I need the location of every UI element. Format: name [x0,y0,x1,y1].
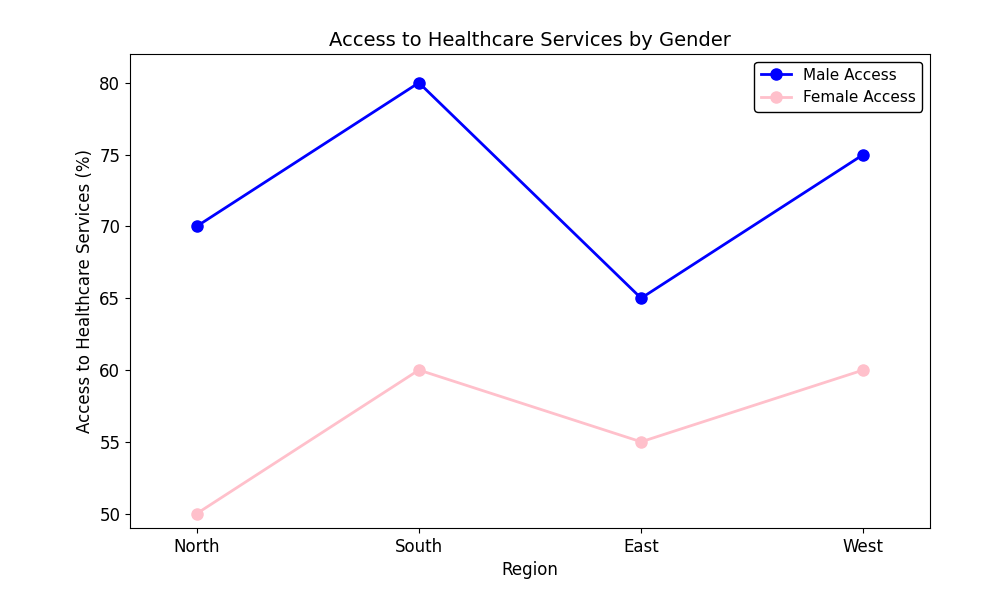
Male Access [413,79,425,86]
Female Access [635,438,647,445]
Female Access [857,367,869,374]
Line: Male Access: Male Access [191,77,869,304]
Y-axis label: Access to Healthcare Services (%): Access to Healthcare Services (%) [76,149,94,433]
Male Access [191,223,203,230]
Title: Access to Healthcare Services by Gender: Access to Healthcare Services by Gender [329,31,731,50]
Male Access [635,295,647,302]
Male Access [857,151,869,158]
Legend: Male Access, Female Access: Male Access, Female Access [754,62,922,112]
X-axis label: Region: Region [502,561,558,579]
Female Access [413,367,425,374]
Female Access [191,510,203,517]
Line: Female Access: Female Access [191,364,869,519]
